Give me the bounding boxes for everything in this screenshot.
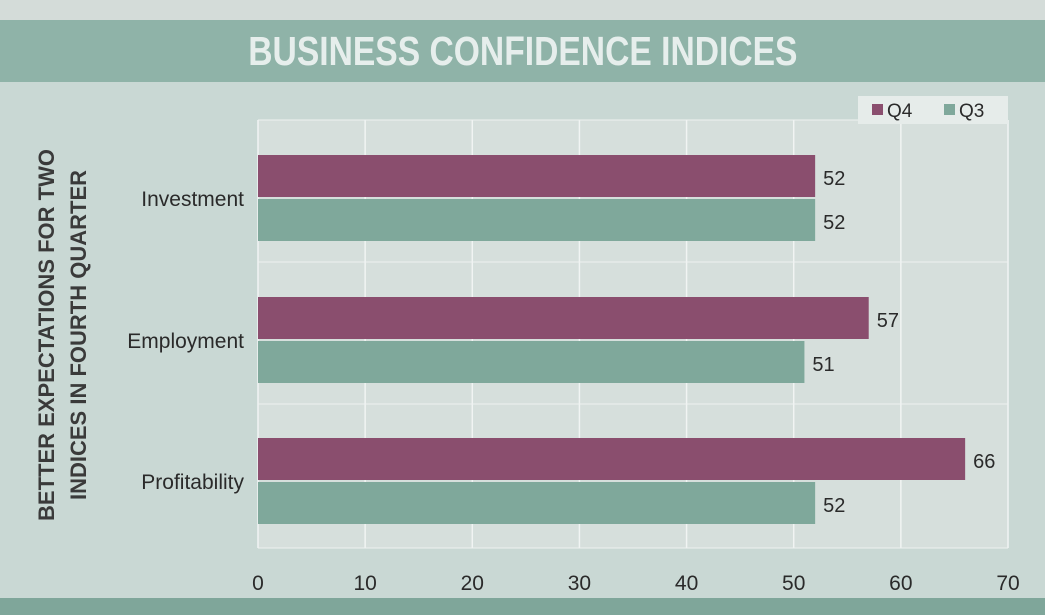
category-label: Profitability	[141, 471, 244, 494]
legend: Q4 Q3	[858, 96, 1008, 124]
value-label: 57	[877, 310, 899, 332]
bar-q3	[258, 341, 805, 383]
y-axis-label: BETTER EXPECTATIONS FOR TWO INDICES IN FO…	[34, 149, 91, 521]
bottom-strip	[0, 598, 1045, 615]
category-label: Investment	[141, 188, 244, 211]
value-label: 52	[823, 168, 845, 190]
x-tick-label: 30	[568, 572, 591, 595]
x-tick-label: 10	[353, 572, 376, 595]
chart-title: BUSINESS CONFIDENCE INDICES	[247, 27, 798, 74]
bar-q4	[258, 438, 966, 480]
value-labels: 52 52 57 51 66 52	[812, 168, 995, 517]
legend-swatch-q4	[872, 104, 883, 115]
x-tick-labels: 0 10 20 30 40 50 60 70	[252, 572, 1020, 595]
legend-swatch-q3	[944, 104, 955, 115]
value-label: 52	[823, 495, 845, 517]
x-tick-label: 70	[996, 572, 1019, 595]
category-label: Employment	[127, 330, 244, 353]
value-label: 52	[823, 212, 845, 234]
y-axis-label-line: INDICES IN FOURTH QUARTER	[66, 170, 91, 500]
top-strip	[0, 0, 1045, 20]
x-tick-label: 20	[461, 572, 484, 595]
legend-label-q4: Q4	[887, 101, 913, 122]
bar-q3	[258, 482, 816, 524]
bar-q4	[258, 297, 869, 339]
title-band: BUSINESS CONFIDENCE INDICES	[0, 20, 1045, 82]
bars	[258, 155, 966, 524]
value-label: 51	[812, 354, 834, 376]
bar-q4	[258, 155, 816, 197]
x-tick-label: 40	[675, 572, 698, 595]
value-label: 66	[973, 451, 995, 473]
legend-label-q3: Q3	[959, 101, 984, 122]
category-labels: Investment Employment Profitability	[127, 188, 244, 494]
x-tick-label: 0	[252, 572, 264, 595]
y-axis-label-line: BETTER EXPECTATIONS FOR TWO	[34, 149, 59, 521]
x-tick-label: 60	[889, 572, 912, 595]
x-tick-label: 50	[782, 572, 805, 595]
bar-q3	[258, 199, 816, 241]
